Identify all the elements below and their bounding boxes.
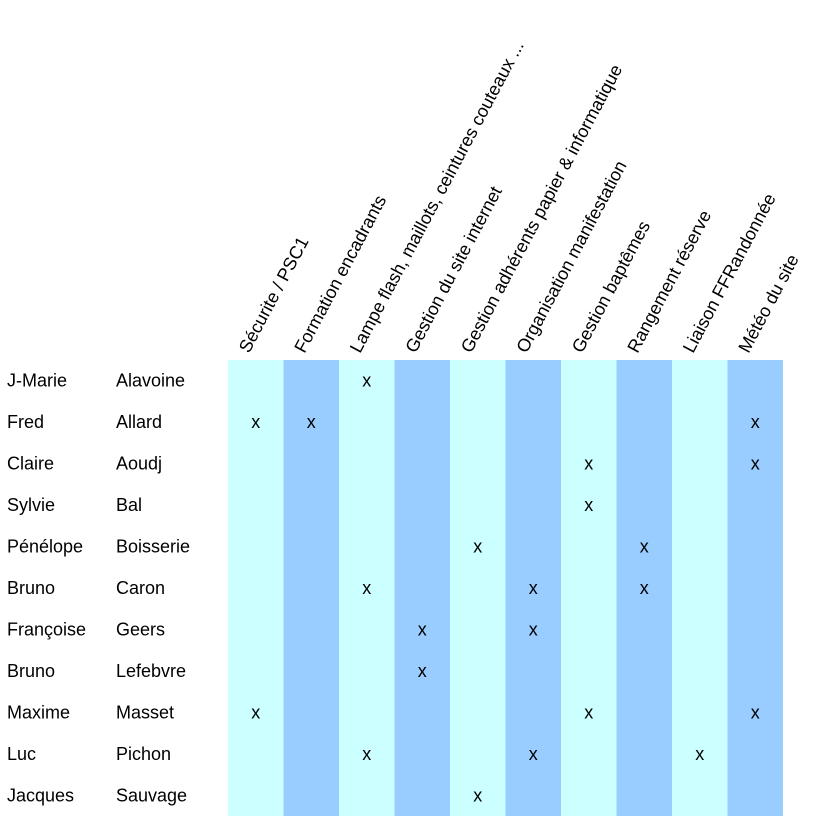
- cell-mark: x: [473, 537, 482, 557]
- cell-mark: x: [640, 578, 649, 598]
- first-name: Fred: [7, 412, 44, 432]
- first-name: Bruno: [7, 661, 55, 681]
- cell-mark: x: [751, 412, 760, 432]
- cell-mark: x: [529, 619, 538, 639]
- cell-mark: x: [584, 495, 593, 515]
- column-stripe: [505, 360, 561, 816]
- column-stripe: [727, 360, 783, 816]
- cell-mark: x: [751, 702, 760, 722]
- cell-mark: x: [362, 371, 371, 391]
- first-name: J-Marie: [7, 371, 67, 391]
- cell-mark: x: [584, 702, 593, 722]
- last-name: Aoudj: [116, 454, 162, 474]
- first-name: Maxime: [7, 702, 70, 722]
- column-stripe: [616, 360, 672, 816]
- last-name: Alavoine: [116, 371, 185, 391]
- cell-mark: x: [251, 412, 260, 432]
- last-name: Pichon: [116, 744, 171, 764]
- column-stripe: [450, 360, 506, 816]
- first-name: Françoise: [7, 619, 86, 639]
- cell-mark: x: [251, 702, 260, 722]
- cell-mark: x: [473, 785, 482, 805]
- cell-mark: x: [640, 537, 649, 557]
- cell-mark: x: [362, 744, 371, 764]
- first-name: Claire: [7, 454, 54, 474]
- last-name: Masset: [116, 702, 174, 722]
- column-stripe: [672, 360, 728, 816]
- last-name: Boisserie: [116, 537, 190, 557]
- cell-mark: x: [751, 454, 760, 474]
- first-name: Jacques: [7, 785, 74, 805]
- column-stripe: [283, 360, 339, 816]
- last-name: Sauvage: [116, 785, 187, 805]
- last-name: Geers: [116, 619, 165, 639]
- last-name: Caron: [116, 578, 165, 598]
- column-stripe: [394, 360, 450, 816]
- column-header: Gestion du site internet: [401, 183, 506, 356]
- column-stripe: [561, 360, 617, 816]
- cell-mark: x: [529, 578, 538, 598]
- column-stripe: [339, 360, 395, 816]
- cell-mark: x: [418, 661, 427, 681]
- last-name: Allard: [116, 412, 162, 432]
- column-header: Météo du site: [734, 251, 802, 356]
- last-name: Bal: [116, 495, 142, 515]
- cell-mark: x: [695, 744, 704, 764]
- first-name: Pénélope: [7, 537, 83, 557]
- first-name: Luc: [7, 744, 36, 764]
- cell-mark: x: [307, 412, 316, 432]
- first-name: Bruno: [7, 578, 55, 598]
- cell-mark: x: [418, 619, 427, 639]
- first-name: Sylvie: [7, 495, 55, 515]
- cell-mark: x: [362, 578, 371, 598]
- column-stripe: [228, 360, 284, 816]
- last-name: Lefebvre: [116, 661, 186, 681]
- cell-mark: x: [584, 454, 593, 474]
- column-header: Organisation manifestation: [512, 157, 630, 355]
- cell-mark: x: [529, 744, 538, 764]
